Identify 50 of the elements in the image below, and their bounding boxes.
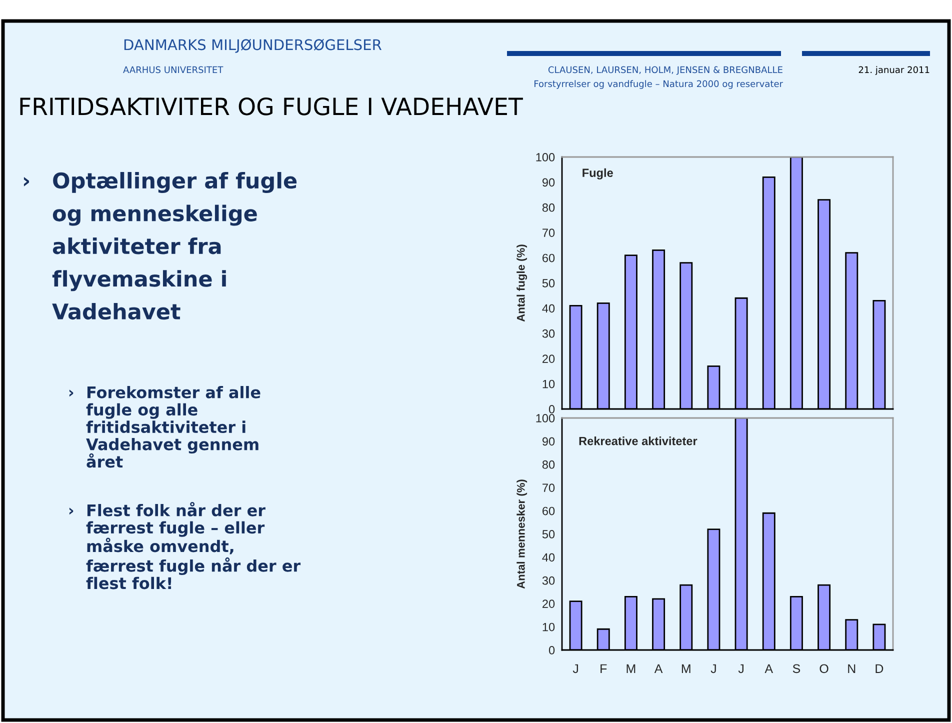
x-tick-label: D <box>876 664 884 673</box>
text: Rekreative aktiviteter <box>579 436 698 446</box>
y-axis-title: Antal fugle (%) <box>516 244 528 322</box>
text: Forstyrrelser og vandfugle – Natura 2000 og reservater <box>534 80 783 89</box>
y-tick-label: 60 <box>542 254 555 262</box>
y-tick-label: 20 <box>542 354 555 363</box>
x-tick-label: S <box>792 664 800 674</box>
x-tick-label: M <box>682 664 690 673</box>
text: › <box>24 177 29 186</box>
y-tick-label: 90 <box>542 437 555 446</box>
y-tick-label: 70 <box>542 484 555 492</box>
y-tick-label: 30 <box>542 576 555 585</box>
x-tick-label: J <box>572 664 578 674</box>
y-tick-label: 10 <box>542 622 555 632</box>
x-tick-label: J <box>710 664 716 674</box>
text: › <box>69 390 74 397</box>
x-tick-label: O <box>820 664 828 674</box>
text: › <box>69 508 74 515</box>
text: Optællinger af fugle og menneskelige aktiviteter fra flyvemaskine i Vadehavet <box>52 172 297 320</box>
text: DANMARKS MILJØUNDERSØGELSER <box>124 38 382 53</box>
y-tick-label: 20 <box>542 600 555 608</box>
y-tick-label: 60 <box>542 506 555 516</box>
x-tick-label: M <box>626 664 636 673</box>
x-tick-label: F <box>600 664 607 673</box>
text: Forekomster af alle fugle og alle fritidsaktiviteter i Vadehavet gennem året <box>86 386 260 468</box>
y-tick-label: 80 <box>542 460 555 469</box>
y-tick-label: 80 <box>542 203 555 212</box>
y-tick-label: 90 <box>542 178 555 187</box>
y-tick-label: 50 <box>542 279 555 288</box>
text: CLAUSEN, LAURSEN, HOLM, JENSEN & BREGNBALLE <box>548 66 782 75</box>
y-tick-label: 10 <box>542 380 555 388</box>
text: AARHUS UNIVERSITET <box>123 66 224 74</box>
text: FRITIDSAKTIVITER OG FUGLE I VADEHAVET <box>20 97 523 116</box>
y-tick-label: 100 <box>536 414 555 422</box>
y-tick-label: 40 <box>542 304 555 313</box>
text: Fugle <box>582 168 613 180</box>
y-tick-label: 40 <box>542 553 555 562</box>
y-tick-label: 30 <box>542 329 555 338</box>
text: 21. januar 2011 <box>858 66 930 75</box>
x-tick-label: N <box>848 664 856 673</box>
y-tick-label: 0 <box>548 646 555 654</box>
x-tick-label: J <box>738 664 744 674</box>
x-tick-label: A <box>764 664 774 673</box>
y-tick-label: 0 <box>548 405 555 414</box>
y-axis-title: Antal mennesker (%) <box>516 480 528 589</box>
y-tick-label: 100 <box>536 153 555 162</box>
x-tick-label: A <box>654 664 663 673</box>
text: Flest folk når der er færrest fugle – eller måske omvendt, færrest fugle når der er flest folk! <box>86 502 301 590</box>
y-tick-label: 50 <box>542 530 555 538</box>
y-tick-label: 70 <box>542 228 555 237</box>
